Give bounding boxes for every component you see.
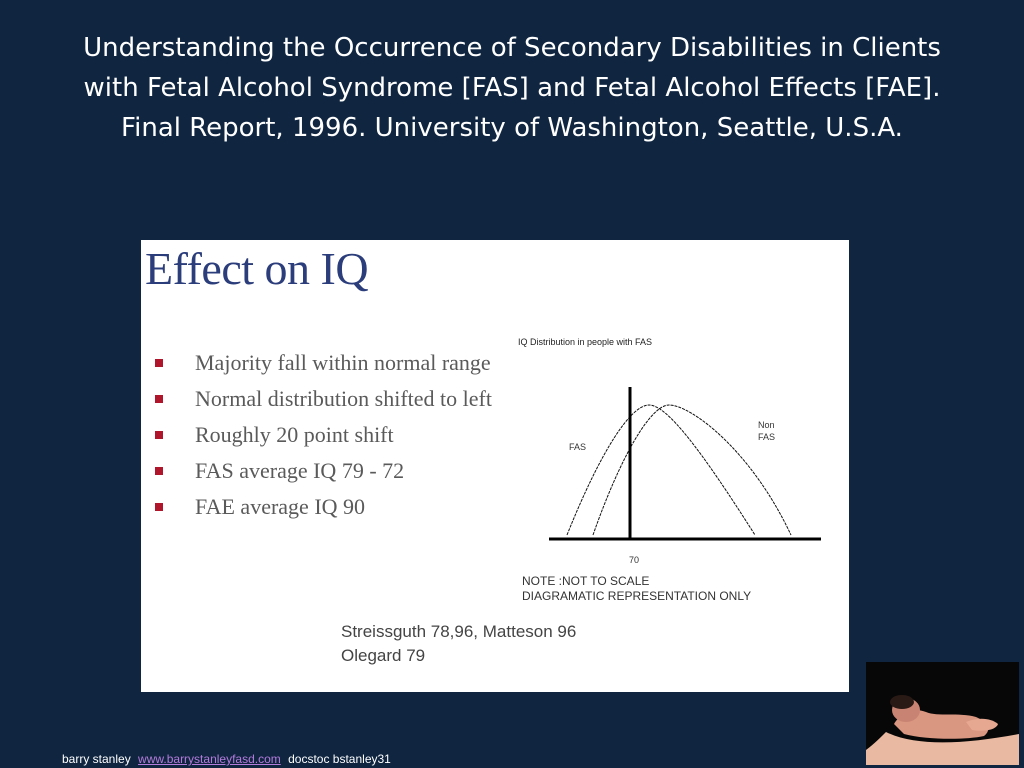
- bullet-list: Majority fall within normal range Normal…: [153, 348, 493, 528]
- bullet-item: Majority fall within normal range: [153, 348, 493, 378]
- baby-in-hands-photo: [866, 662, 1019, 765]
- bullet-square-icon: [155, 359, 163, 367]
- bullet-square-icon: [155, 467, 163, 475]
- panel-heading: Effect on IQ: [145, 243, 369, 294]
- diagram-note: NOTE :NOT TO SCALE DIAGRAMATIC REPRESENT…: [522, 574, 752, 603]
- footer-link[interactable]: www.barrystanleyfasd.com: [138, 752, 281, 766]
- non-fas-curve-label: Non: [758, 420, 775, 430]
- bullet-item: FAE average IQ 90: [153, 492, 493, 522]
- non-fas-curve-label: FAS: [758, 432, 775, 442]
- bullet-square-icon: [155, 431, 163, 439]
- references: Streissguth 78,96, Matteson 96 Olegard 7…: [341, 622, 577, 665]
- bullet-square-icon: [155, 395, 163, 403]
- content-panel: Effect on IQ Majority fall within normal…: [141, 240, 849, 692]
- bullet-item: FAS average IQ 79 - 72: [153, 456, 493, 486]
- footer-author: barry stanley: [62, 752, 131, 766]
- non-fas-curve: [592, 404, 792, 536]
- iq-distribution-diagram: IQ Distribution in people with FAS FAS N…: [518, 337, 821, 565]
- bullet-item: Normal distribution shifted to left: [153, 384, 493, 414]
- footer-extra: docstoc bstanley31: [288, 752, 391, 766]
- baby-in-hands-image: [866, 662, 1019, 765]
- diagram-title: IQ Distribution in people with FAS: [518, 337, 652, 347]
- marker-label-70: 70: [629, 555, 639, 565]
- fas-curve-label: FAS: [569, 442, 586, 452]
- slide-title: Understanding the Occurrence of Secondar…: [83, 33, 941, 143]
- bullet-square-icon: [155, 503, 163, 511]
- footer: barry stanley www.barrystanleyfasd.com d…: [62, 752, 391, 766]
- bullet-item: Roughly 20 point shift: [153, 420, 493, 450]
- fas-curve: [566, 404, 756, 536]
